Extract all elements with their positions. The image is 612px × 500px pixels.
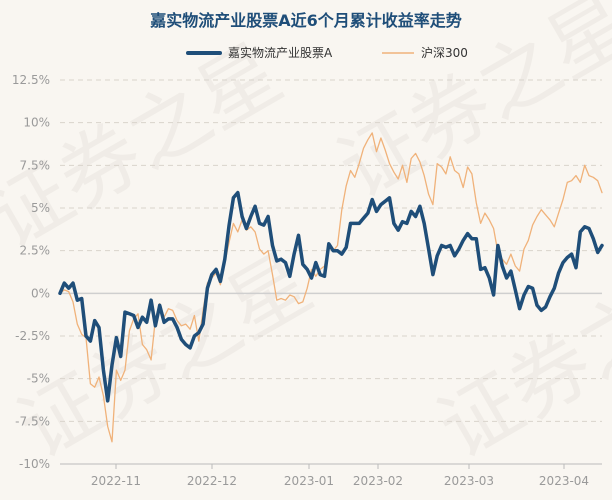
legend: 嘉实物流产业股票A 沪深300	[186, 45, 468, 60]
series-line-fund	[58, 190, 604, 403]
y-tick-label: 0%	[31, 286, 50, 300]
chart-title: 嘉实物流产业股票A近6个月累计收益率走势	[149, 11, 462, 30]
y-tick-label: -7.5%	[15, 414, 50, 428]
y-tick-label: -2.5%	[15, 329, 50, 343]
y-tick-label: 12.5%	[12, 73, 50, 87]
x-tick-label: 2023-01	[284, 474, 334, 488]
gridlines	[60, 79, 602, 465]
legend-label-index: 沪深300	[421, 46, 468, 60]
watermark-text: 证券之星	[323, 0, 612, 216]
y-tick-label: 2.5%	[20, 244, 51, 258]
x-tick-label: 2023-04	[539, 474, 589, 488]
watermark: 证券之星 证券之星 证券之星 证券之星	[0, 0, 612, 476]
watermark-text: 证券之星	[3, 236, 327, 477]
x-tick-label: 2022-12	[187, 474, 237, 488]
y-tick-label: 7.5%	[20, 158, 51, 172]
x-tick-label: 2023-03	[444, 474, 494, 488]
y-tick-label: 5%	[31, 201, 50, 215]
watermark-text: 证券之星	[0, 26, 297, 267]
x-tick-label: 2022-11	[91, 474, 141, 488]
y-tick-label: 10%	[23, 116, 50, 130]
y-tick-label: -10%	[19, 457, 50, 471]
y-tick-label: -5%	[27, 372, 50, 386]
plot-lines	[58, 132, 604, 443]
watermark-text: 证券之星	[423, 236, 612, 477]
x-axis-ticks: 2022-11 2022-12 2023-01 2023-02 2023-03 2023-…	[91, 464, 589, 488]
y-axis-ticks: 12.5% 10% 7.5% 5% 2.5% 0% -2.5% -5% -7.5% -10%	[12, 73, 50, 471]
x-tick-label: 2023-02	[353, 474, 403, 488]
legend-label-fund: 嘉实物流产业股票A	[228, 45, 333, 60]
